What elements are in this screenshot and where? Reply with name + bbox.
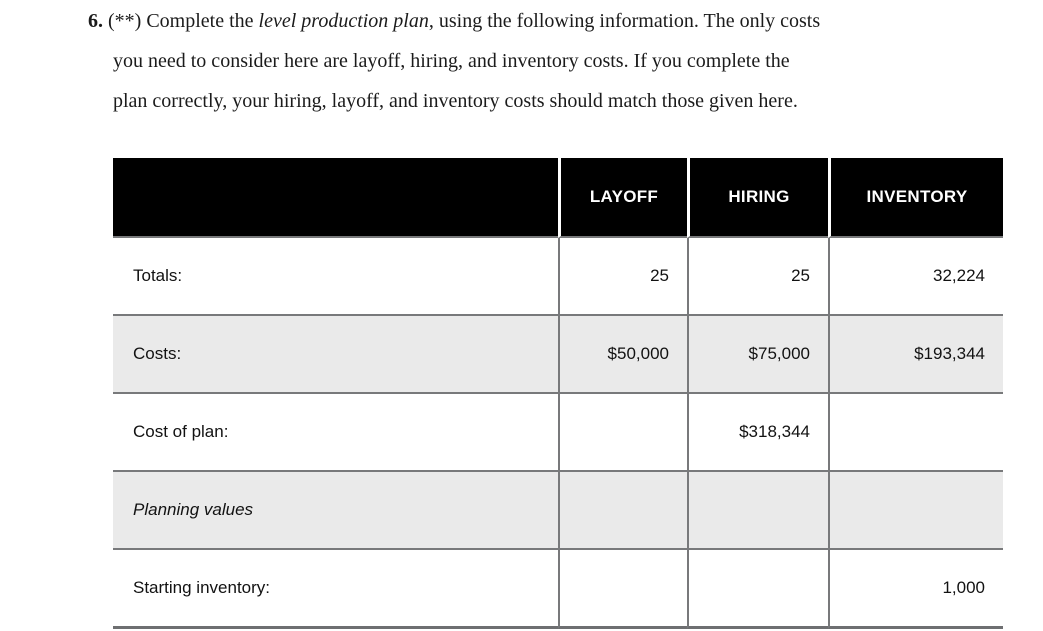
totals-hiring-value: 25 <box>687 238 828 316</box>
problem-text-post-italic: , using the following information. The o… <box>428 10 821 32</box>
cost-of-plan-inventory-value <box>828 394 1003 472</box>
costs-inventory-value: $193,344 <box>828 316 1003 394</box>
starting-inventory-hiring-cell <box>687 550 828 629</box>
header-inventory: INVENTORY <box>828 158 1003 238</box>
row-label: Totals: <box>113 238 558 316</box>
row-cost-of-plan: Cost of plan: $318,344 <box>113 394 1003 472</box>
problem-text-pre-italic: (**) Complete the <box>103 10 259 32</box>
starting-inventory-layoff-cell <box>558 550 687 629</box>
header-hiring: HIRING <box>687 158 828 238</box>
problem-line-3: plan correctly, your hiring, layoff, and… <box>113 90 798 112</box>
problem-line-1: 6. (**) Complete the level production pl… <box>88 1 1028 41</box>
cost-of-plan-layoff-value <box>558 394 687 472</box>
planning-values-inventory-cell <box>828 472 1003 550</box>
row-label: Costs: <box>113 316 558 394</box>
problem-statement: 6. (**) Complete the level production pl… <box>88 1 1028 121</box>
problem-line-2: you need to consider here are layoff, hi… <box>113 50 790 72</box>
row-totals: Totals: 25 25 32,224 <box>113 238 1003 316</box>
cost-of-plan-value: $318,344 <box>687 394 828 472</box>
row-starting-inventory: Starting inventory: 1,000 <box>113 550 1003 629</box>
row-costs: Costs: $50,000 $75,000 $193,344 <box>113 316 1003 394</box>
planning-values-layoff-cell <box>558 472 687 550</box>
row-label: Starting inventory: <box>113 550 558 629</box>
costs-hiring-value: $75,000 <box>687 316 828 394</box>
starting-inventory-value: 1,000 <box>828 550 1003 629</box>
row-planning-values: Planning values <box>113 472 1003 550</box>
planning-values-hiring-cell <box>687 472 828 550</box>
header-blank-cell <box>113 158 558 238</box>
problem-italic-phrase: level production plan <box>258 10 429 32</box>
table-header-row: LAYOFF HIRING INVENTORY <box>113 158 1003 238</box>
row-label: Cost of plan: <box>113 394 558 472</box>
costs-layoff-value: $50,000 <box>558 316 687 394</box>
header-layoff: LAYOFF <box>558 158 687 238</box>
problem-number: 6. <box>88 10 103 32</box>
totals-layoff-value: 25 <box>558 238 687 316</box>
row-label: Planning values <box>113 472 558 550</box>
totals-inventory-value: 32,224 <box>828 238 1003 316</box>
production-plan-table: LAYOFF HIRING INVENTORY Totals: 25 25 32… <box>113 158 1003 629</box>
